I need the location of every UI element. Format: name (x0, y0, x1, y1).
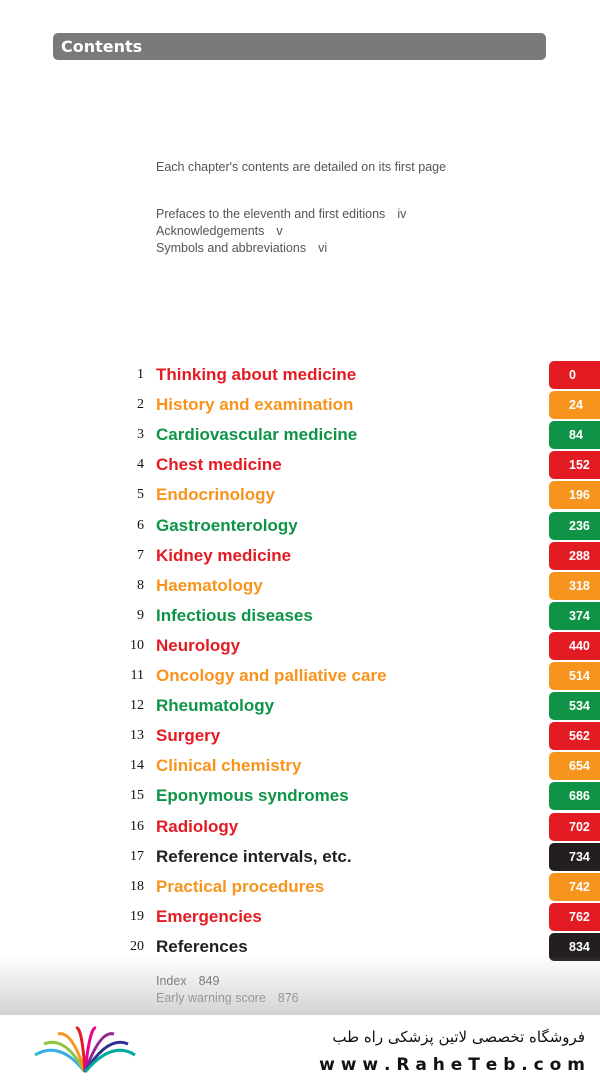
chapter-title: Eponymous syndromes (156, 786, 349, 806)
chapter-title: Cardiovascular medicine (156, 425, 358, 445)
chapter-title: Practical procedures (156, 876, 325, 896)
chapter-page-tab: 562 (549, 722, 600, 751)
entry-page: v (276, 224, 283, 238)
chapter-number: 12 (130, 698, 144, 714)
chapter-title: Kidney medicine (156, 545, 292, 565)
chapter-title: Surgery (156, 726, 221, 746)
chapter-row: 19 Emergencies 762 (0, 902, 600, 931)
chapter-row: 9 Infectious diseases 374 (0, 601, 600, 630)
chapter-title: Radiology (156, 816, 239, 836)
chapter-row: 18 Practical procedures 742 (0, 872, 600, 901)
front-matter-entry: Symbols and abbreviations vi (156, 241, 327, 255)
header-title: Contents (53, 33, 546, 60)
shop-url: w w w . R a h e T e b . c o m (319, 1055, 585, 1075)
chapter-row: 12 Rheumatology 534 (0, 692, 600, 721)
chapter-number: 10 (130, 637, 144, 653)
chapter-number: 19 (130, 908, 144, 924)
chapter-title: References (156, 936, 248, 956)
shop-name: فروشگاه تخصصی لاتین پزشکی راه طب (332, 1028, 585, 1046)
chapter-row: 17 Reference intervals, etc. 734 (0, 842, 600, 871)
chapter-number: 18 (130, 878, 144, 894)
chapter-row: 15 Eponymous syndromes 686 (0, 782, 600, 811)
entry-title: Acknowledgements (156, 224, 265, 238)
chapter-page-tab: 762 (549, 902, 600, 931)
chapter-page-tab: 742 (549, 872, 600, 901)
chapter-page-tab: 374 (549, 601, 600, 630)
chapter-number: 5 (137, 487, 144, 503)
chapter-page-tab: 734 (549, 842, 600, 871)
chapter-title: Emergencies (156, 906, 262, 926)
entry-title: Symbols and abbreviations (156, 241, 307, 255)
chapter-row: 5 Endocrinology 196 (0, 481, 600, 510)
chapter-number: 20 (130, 938, 144, 954)
chapter-row: 1 Thinking about medicine 0 (0, 361, 600, 389)
chapter-title: Reference intervals, etc. (156, 846, 352, 866)
chapter-row: 10 Neurology 440 (0, 631, 600, 660)
front-matter-entry: Acknowledgements v (156, 224, 283, 238)
chapter-row: 6 Gastroenterology 236 (0, 511, 600, 540)
chapter-row: 16 Radiology 702 (0, 812, 600, 841)
chapter-number: 3 (137, 427, 144, 443)
chapter-number: 15 (130, 788, 144, 804)
chapter-row: 14 Clinical chemistry 654 (0, 752, 600, 781)
chapter-row: 13 Surgery 562 (0, 722, 600, 751)
chapter-row: 11 Oncology and palliative care 514 (0, 662, 600, 690)
chapter-row: 4 Chest medicine 152 (0, 451, 600, 480)
chapter-title: Oncology and palliative care (156, 666, 387, 685)
chapter-row: 7 Kidney medicine 288 (0, 541, 600, 570)
chapter-number: 2 (137, 397, 144, 413)
chapter-number: 7 (137, 547, 144, 563)
chapter-page-tab: 24 (549, 391, 600, 420)
chapter-row: 8 Haematology 318 (0, 571, 600, 600)
logo (34, 1026, 136, 1073)
entry-title: Prefaces to the eleventh and first editi… (156, 207, 386, 221)
chapter-number: 4 (137, 457, 144, 473)
chapter-page-tab: 440 (549, 631, 600, 660)
chapter-title: History and examination (156, 395, 354, 415)
footer: فروشگاه تخصصی لاتین پزشکی راه طب w w w .… (0, 1015, 600, 1080)
chapter-page-tab: 236 (549, 511, 600, 540)
chapter-number: 13 (130, 728, 144, 744)
chapter-page-tab: 534 (549, 692, 600, 721)
entry-page: vi (318, 241, 328, 255)
chapter-page-tab: 196 (549, 481, 600, 510)
chapter-number: 8 (137, 577, 144, 593)
chapter-title: Chest medicine (156, 455, 282, 475)
chapter-title: Clinical chemistry (156, 756, 302, 776)
chapter-title: Gastroenterology (156, 515, 298, 535)
chapter-title: Neurology (156, 635, 241, 655)
chapter-page-tab: 702 (549, 812, 600, 841)
chapter-page-tab: 686 (549, 782, 600, 811)
shadow (0, 955, 600, 1015)
chapter-title: Haematology (156, 575, 263, 595)
entry-page: iv (397, 207, 407, 221)
chapter-row: 2 History and examination 24 (0, 391, 600, 420)
intro: Each chapter's contents are detailed on … (156, 160, 447, 174)
front-matter-entry: Prefaces to the eleventh and first editi… (156, 207, 406, 221)
chapter-number: 16 (130, 818, 144, 834)
chapter-page-tab: 152 (549, 451, 600, 480)
chapter-title: Thinking about medicine (156, 365, 357, 384)
chapter-number: 9 (137, 607, 144, 623)
chapter-number: 1 (137, 367, 144, 382)
chapter-page-tab: 654 (549, 752, 600, 781)
chapter-number: 11 (130, 668, 144, 683)
chapter-page-tab: 288 (549, 541, 600, 570)
chapter-title: Infectious diseases (156, 605, 313, 625)
chapter-page-tab: 318 (549, 571, 600, 600)
chapter-title: Endocrinology (156, 485, 275, 505)
chapter-page-tab: 0 (549, 361, 600, 389)
chapter-title: Rheumatology (156, 696, 275, 716)
chapter-number: 17 (130, 848, 144, 864)
chapter-number: 14 (130, 758, 144, 774)
chapter-page-tab: 84 (549, 421, 600, 450)
chapter-page-tab: 514 (549, 662, 600, 690)
chapter-number: 6 (137, 517, 144, 533)
chapter-row: 3 Cardiovascular medicine 84 (0, 421, 600, 450)
